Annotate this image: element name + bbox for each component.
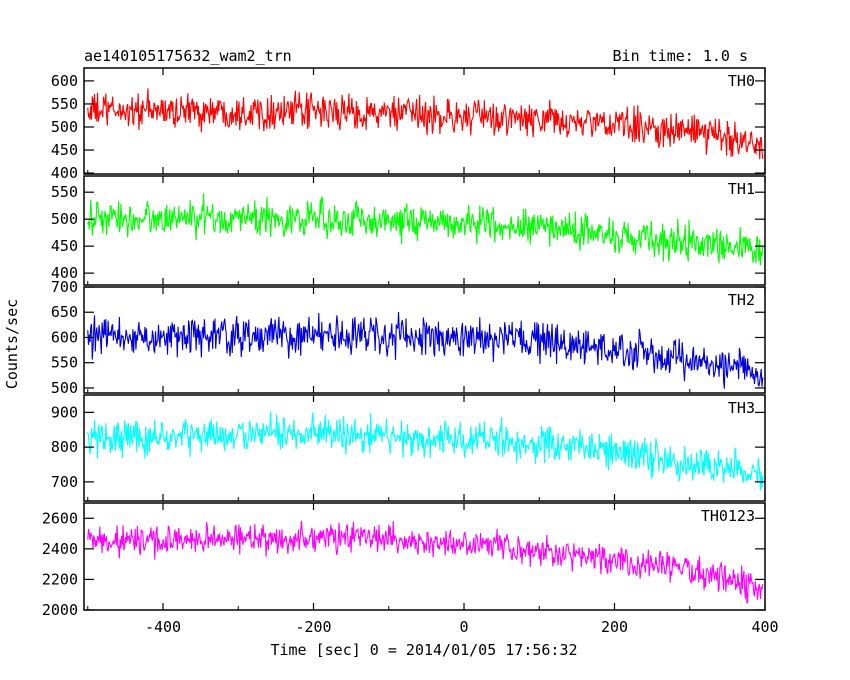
chart-title: ae140105175632_wam2_trn xyxy=(84,47,292,65)
panel-th1: 400 450 500 550 TH1 xyxy=(51,175,766,286)
y-tick-label: 400 xyxy=(51,164,78,182)
panel-frame xyxy=(83,394,766,502)
y-tick-label: 600 xyxy=(51,72,78,90)
series-line-th0123 xyxy=(87,520,764,604)
panel-frame xyxy=(83,175,766,286)
panel-frame xyxy=(83,502,766,611)
panels-group: 400 450 500 550 600 TH0 400 450 500 550 TH1 500 550 6… xyxy=(42,67,766,619)
panel-name-label: TH2 xyxy=(728,291,755,309)
x-tick-label: 200 xyxy=(601,618,628,636)
series-line-th0 xyxy=(87,88,764,160)
x-axis: -400 -200 0 200 400 xyxy=(145,618,779,636)
y-tick-label: 2400 xyxy=(42,540,78,558)
y-tick-label: 550 xyxy=(51,354,78,372)
y-tick-label: 2200 xyxy=(42,570,78,588)
bin-time-label: Bin time: 1.0 s xyxy=(613,47,748,65)
series-line-th1 xyxy=(87,193,764,266)
x-tick-label: -200 xyxy=(295,618,331,636)
y-tick-label: 550 xyxy=(51,183,78,201)
y-tick-label: 400 xyxy=(51,264,78,282)
x-tick-label: -400 xyxy=(145,618,181,636)
panel-th2: 500 550 600 650 700 TH2 xyxy=(51,278,766,397)
x-tick-label: 0 xyxy=(459,618,468,636)
y-tick-label: 600 xyxy=(51,328,78,346)
panel-th3: 700 800 900 TH3 xyxy=(51,394,766,502)
y-tick-label: 550 xyxy=(51,95,78,113)
y-tick-label: 800 xyxy=(51,438,78,456)
y-tick-label: 700 xyxy=(51,473,78,491)
panel-name-label: TH1 xyxy=(728,180,755,198)
y-tick-label: 500 xyxy=(51,118,78,136)
panel-frame xyxy=(83,67,766,175)
panel-th0: 400 450 500 550 600 TH0 xyxy=(51,67,766,182)
y-tick-label: 2600 xyxy=(42,509,78,527)
y-tick-label: 900 xyxy=(51,403,78,421)
panel-name-label: TH0123 xyxy=(701,507,755,525)
y-tick-label: 450 xyxy=(51,237,78,255)
y-tick-label: 2000 xyxy=(42,601,78,619)
y-tick-label: 500 xyxy=(51,210,78,228)
series-line-th3 xyxy=(87,411,764,491)
y-tick-label: 450 xyxy=(51,141,78,159)
panel-th0123: 2000 2200 2400 2600 TH0123 xyxy=(42,502,766,619)
x-axis-label: Time [sec] 0 = 2014/01/05 17:56:32 xyxy=(270,641,577,659)
y-axis-label: Counts/sec xyxy=(3,299,21,389)
panel-name-label: TH0 xyxy=(728,72,755,90)
panel-name-label: TH3 xyxy=(728,399,755,417)
x-tick-label: 400 xyxy=(751,618,778,636)
panel-frame xyxy=(83,286,766,394)
y-tick-label: 500 xyxy=(51,379,78,397)
y-tick-label: 700 xyxy=(51,278,78,296)
y-tick-label: 650 xyxy=(51,303,78,321)
series-line-th2 xyxy=(87,311,764,389)
